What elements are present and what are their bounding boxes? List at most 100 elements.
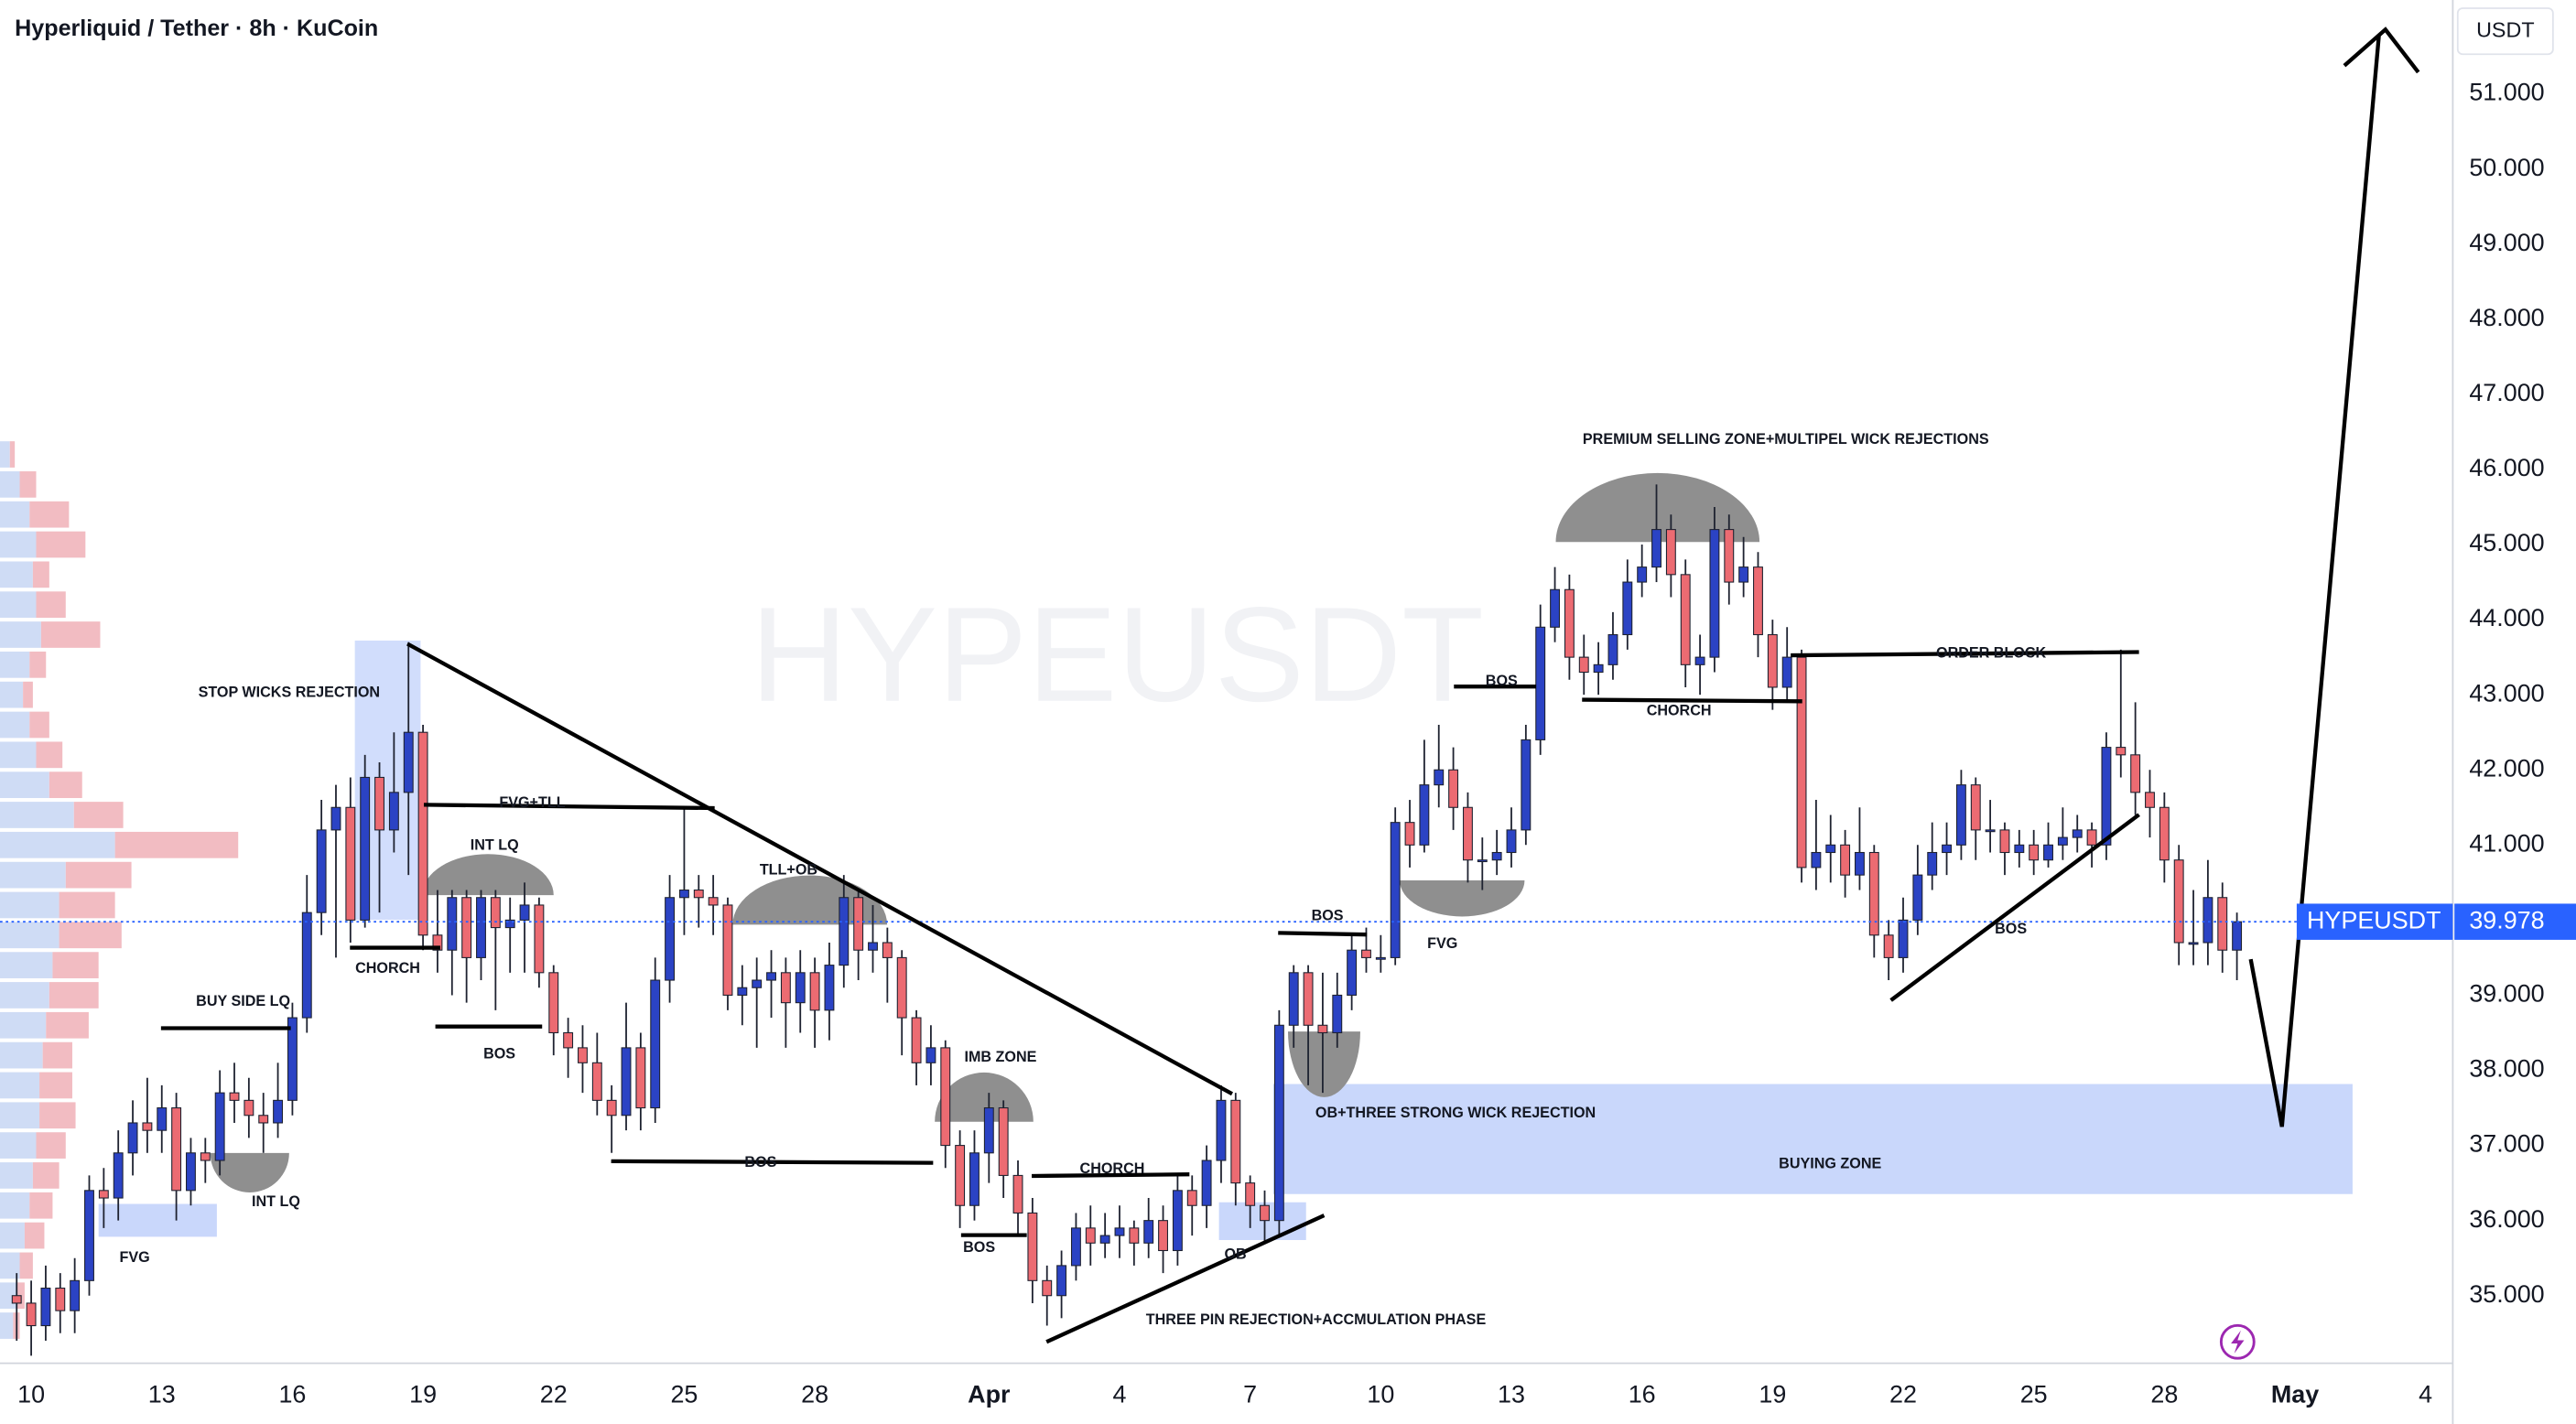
candle-body	[1419, 784, 1430, 846]
candle-body	[1390, 822, 1401, 958]
candle-body	[1288, 972, 1299, 1026]
candle-body	[1347, 949, 1358, 996]
profile-sell	[36, 741, 63, 769]
time-axis-panel	[0, 1363, 2576, 1424]
watermark: HYPEUSDT	[751, 580, 1484, 730]
candle-body	[2043, 844, 2053, 861]
candle-body	[1868, 851, 1879, 936]
profile-buy	[0, 651, 30, 678]
candle-body	[1955, 784, 1966, 846]
candle-body	[1201, 1160, 1212, 1206]
candle-body	[780, 972, 791, 1004]
profile-buy	[0, 1011, 47, 1039]
candle-body	[432, 934, 443, 951]
candle-body	[301, 912, 312, 1019]
candle-body	[2145, 792, 2155, 808]
candle-body	[1680, 574, 1691, 665]
profile-sell	[52, 952, 99, 978]
y-tick-label: 48.000	[2469, 304, 2544, 331]
candle-body	[1042, 1279, 1053, 1297]
candle-body	[1012, 1174, 1023, 1214]
x-tick-label: 22	[1889, 1381, 1917, 1408]
profile-buy	[0, 1102, 40, 1129]
x-tick-label: 22	[540, 1381, 568, 1408]
candle-body	[1970, 784, 1981, 831]
candle-body	[330, 806, 341, 831]
candle-body	[722, 904, 733, 996]
zone-arc	[1288, 1031, 1360, 1097]
candle-body	[548, 972, 559, 1034]
candle-body	[809, 972, 820, 1011]
profile-sell	[9, 441, 16, 468]
profile-sell	[49, 982, 99, 1009]
candle-body	[2029, 844, 2040, 861]
annotation: BOS	[1486, 673, 1518, 689]
profile-buy	[0, 1072, 40, 1099]
candle-body	[911, 1017, 922, 1063]
profile-sell	[42, 1041, 72, 1069]
level-line	[1032, 1172, 1190, 1179]
candle-body	[1550, 588, 1561, 628]
candle-body	[1622, 581, 1633, 636]
x-tick-label: 16	[1629, 1381, 1656, 1408]
candle-body	[1245, 1182, 1256, 1206]
trend-line	[406, 642, 1234, 1096]
candle-body	[214, 1092, 225, 1161]
profile-sell	[36, 531, 86, 558]
x-tick-label: 28	[2150, 1381, 2178, 1408]
annotation: BUYING ZONE	[1779, 1156, 1881, 1172]
candle-body	[2188, 942, 2199, 945]
profile-buy	[0, 1312, 14, 1339]
candle-body	[1260, 1204, 1270, 1222]
candle-body	[1085, 1227, 1096, 1244]
candle-body	[1564, 588, 1575, 658]
candle-body	[563, 1031, 574, 1049]
profile-sell	[36, 1132, 66, 1159]
x-tick-label: 7	[1243, 1381, 1257, 1408]
candle-body	[606, 1099, 617, 1117]
annotation: IMB ZONE	[964, 1049, 1036, 1065]
currency-box[interactable]	[2456, 7, 2554, 56]
candle-body	[1273, 1024, 1284, 1222]
candle-body	[693, 890, 704, 899]
candle-body	[447, 897, 458, 951]
candle-body	[1811, 851, 1822, 868]
annotation: FVG	[120, 1249, 150, 1266]
candle-body	[476, 897, 486, 958]
candle-body	[98, 1190, 109, 1199]
candle-body	[11, 1295, 22, 1304]
candle-body	[186, 1152, 196, 1192]
y-tick-label: 41.000	[2469, 829, 2544, 857]
candle-body	[2232, 921, 2243, 951]
candle-body	[752, 979, 763, 988]
y-tick-label: 44.000	[2469, 604, 2544, 631]
annotation: CHORCH	[355, 960, 420, 976]
annotation: OB	[1224, 1246, 1246, 1262]
profile-sell	[29, 711, 49, 739]
candle-body	[1462, 806, 1473, 861]
profile-buy	[0, 741, 37, 769]
candle-body	[1158, 1220, 1168, 1252]
trend-line	[1045, 1214, 1326, 1344]
candle-body	[1694, 656, 1705, 665]
candle-body	[665, 897, 676, 981]
annotation: ORDER BLOCK	[1936, 645, 2046, 662]
candle-body	[925, 1047, 936, 1063]
candle-body	[1651, 529, 1661, 568]
candle-body	[504, 919, 515, 929]
y-tick-label: 45.000	[2469, 529, 2544, 556]
y-tick-label: 46.000	[2469, 454, 2544, 481]
candle-body	[70, 1279, 81, 1311]
candle-body	[1578, 656, 1589, 674]
y-tick-label: 47.000	[2469, 379, 2544, 406]
profile-sell	[19, 1252, 33, 1279]
candle-body	[1709, 529, 1720, 658]
profile-sell	[114, 831, 239, 858]
profile-sell	[49, 771, 82, 799]
candle-body	[2217, 897, 2228, 951]
profile-buy	[0, 771, 49, 799]
candle-body	[1114, 1227, 1125, 1236]
